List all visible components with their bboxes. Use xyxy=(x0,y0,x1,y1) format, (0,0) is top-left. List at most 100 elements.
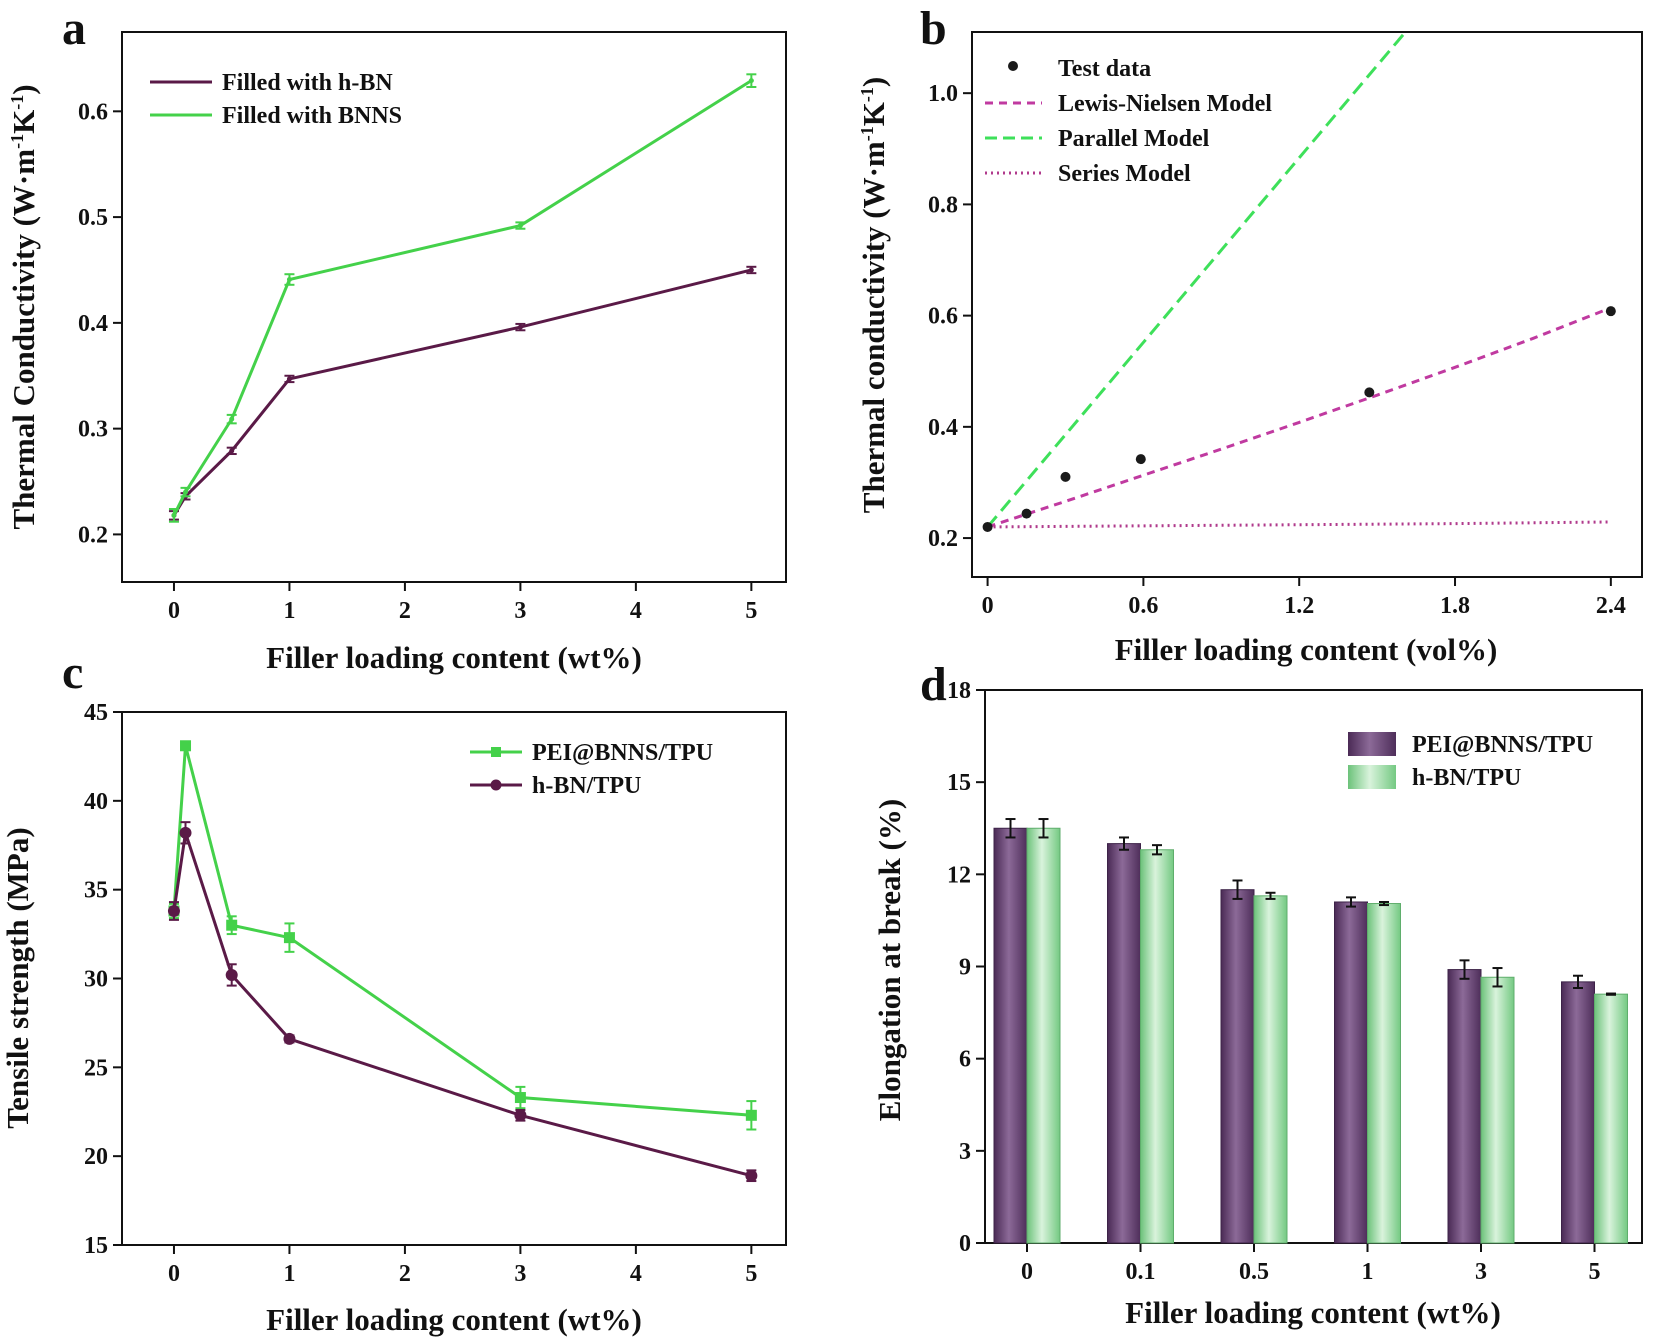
legend-label-hbn-tpu: h-BN/TPU xyxy=(532,773,641,799)
y-tick-label: 20 xyxy=(84,1144,108,1170)
test-data-point xyxy=(1021,508,1032,519)
data-point xyxy=(286,277,292,282)
panel-d-xlabel: Filler loading content (wt%) xyxy=(1125,1295,1501,1330)
bar-1 xyxy=(1594,993,1628,1244)
series-line-0 xyxy=(172,268,752,517)
bar-0 xyxy=(1447,969,1482,1244)
legend-label-pei-bnns: PEI@BNNS/TPU xyxy=(532,740,713,766)
panel-a-ylabel: Thermal Conductivity (W·m-1K-1) xyxy=(6,84,41,529)
x-tick-label: 0 xyxy=(982,593,994,619)
y-tick-label: 18 xyxy=(947,678,971,704)
series-line-0 xyxy=(172,745,752,1117)
data-point xyxy=(517,223,523,229)
x-tick-label: 4 xyxy=(630,1261,642,1287)
y-tick-label: 15 xyxy=(84,1233,108,1259)
legend-label-series: Series Model xyxy=(1058,161,1191,187)
data-point xyxy=(286,376,292,382)
x-tick-label: 0 xyxy=(168,1261,180,1287)
x-tick-label: 3 xyxy=(514,1261,526,1287)
x-tick-label: 0 xyxy=(1021,1259,1033,1285)
x-tick-label: 3 xyxy=(1475,1259,1487,1285)
x-tick-label: 0.1 xyxy=(1126,1259,1156,1285)
y-tick-label: 45 xyxy=(84,700,108,726)
panel-c-frame xyxy=(121,711,787,1246)
x-tick-label: 1 xyxy=(1362,1259,1374,1285)
square-marker xyxy=(283,932,295,944)
x-tick-label: 1 xyxy=(283,598,295,624)
panel-letter-b: b xyxy=(920,2,947,55)
panel-b-frame xyxy=(971,31,1643,578)
y-tick-label: 0.8 xyxy=(928,192,958,218)
y-tick-label: 9 xyxy=(959,955,971,981)
legend-marker-hbn-tpu xyxy=(490,779,502,791)
x-tick-label: 2 xyxy=(399,598,411,624)
legend-marker-pei-bnns xyxy=(491,747,501,757)
x-tick-label: 5 xyxy=(745,1261,757,1287)
y-tick-label: 0.3 xyxy=(78,417,108,443)
bar-0 xyxy=(1334,901,1368,1244)
x-tick-label: 2 xyxy=(399,1261,411,1287)
legend-label-d-hbn-tpu: h-BN/TPU xyxy=(1412,765,1521,791)
panel-d-ylabel: Elongation at break (%) xyxy=(872,799,907,1121)
data-point xyxy=(229,448,235,454)
y-tick-label: 0.2 xyxy=(928,526,958,552)
square-marker xyxy=(180,740,192,752)
y-tick-label: 6 xyxy=(959,1047,971,1073)
data-point xyxy=(517,324,523,330)
panel-d-legend: PEI@BNNS/TPU h-BN/TPU xyxy=(1348,732,1593,791)
model-line-2 xyxy=(987,520,1611,529)
panel-letter-a: a xyxy=(62,2,86,55)
y-tick-label: 40 xyxy=(84,789,108,815)
x-tick-label: 0 xyxy=(168,598,180,624)
y-tick-label: 0.5 xyxy=(78,205,108,231)
x-tick-label: 0.5 xyxy=(1239,1259,1269,1285)
panel-a-frame xyxy=(121,31,787,583)
series-line-1 xyxy=(172,832,752,1178)
test-data-point xyxy=(1364,387,1375,398)
test-data-point xyxy=(1135,454,1146,465)
panel-d-frame xyxy=(984,689,1643,1244)
circle-marker xyxy=(283,1032,296,1045)
legend-swatch-pei-bnns xyxy=(1348,732,1396,756)
y-tick-label: 3 xyxy=(959,1139,971,1165)
bar-1 xyxy=(1026,827,1061,1244)
test-data-point xyxy=(982,521,993,532)
legend-label-parallel: Parallel Model xyxy=(1058,126,1210,152)
test-data-point xyxy=(1060,471,1071,482)
y-tick-label: 15 xyxy=(947,770,971,796)
x-tick-label: 5 xyxy=(745,598,757,624)
x-tick-label: 1.2 xyxy=(1284,593,1314,619)
panel-b-chart: Filler loading content (vol%) Thermal co… xyxy=(856,31,1643,667)
panel-letter-d: d xyxy=(920,658,947,711)
x-tick-label: 0.6 xyxy=(1128,593,1158,619)
circle-marker xyxy=(745,1169,758,1182)
panel-letter-c: c xyxy=(62,646,83,699)
y-tick-label: 25 xyxy=(84,1055,108,1081)
panel-c-ylabel: Tensile strength (MPa) xyxy=(0,827,35,1128)
bar-1 xyxy=(1480,976,1515,1244)
x-tick-label: 1.8 xyxy=(1440,593,1470,619)
y-tick-label: 1.0 xyxy=(928,81,958,107)
data-point xyxy=(748,267,754,273)
bar-1 xyxy=(1367,903,1401,1244)
data-point xyxy=(171,512,177,518)
model-line-1 xyxy=(986,33,1405,528)
bar-0 xyxy=(1561,981,1595,1244)
circle-marker xyxy=(167,904,180,917)
panel-a-xlabel: Filler loading content (wt%) xyxy=(266,640,642,675)
data-point xyxy=(183,489,189,495)
legend-label-bnns: Filled with BNNS xyxy=(222,103,402,129)
bar-0 xyxy=(1220,889,1255,1244)
y-tick-label: 0 xyxy=(959,1231,971,1257)
bar-0 xyxy=(1107,843,1141,1244)
y-tick-label: 0.2 xyxy=(78,522,108,548)
y-tick-label: 30 xyxy=(84,967,108,993)
panel-a-chart: Filler loading content (wt%) Thermal Con… xyxy=(6,31,787,675)
legend-label-test-data: Test data xyxy=(1058,56,1151,82)
circle-marker xyxy=(225,968,238,981)
panel-d-chart: Filler loading content (wt%) Elongation … xyxy=(872,678,1643,1330)
bar-0 xyxy=(993,827,1028,1244)
x-tick-label: 2.4 xyxy=(1596,593,1626,619)
legend-label-lewis-nielsen: Lewis-Nielsen Model xyxy=(1058,91,1272,117)
x-tick-label: 5 xyxy=(1589,1259,1601,1285)
